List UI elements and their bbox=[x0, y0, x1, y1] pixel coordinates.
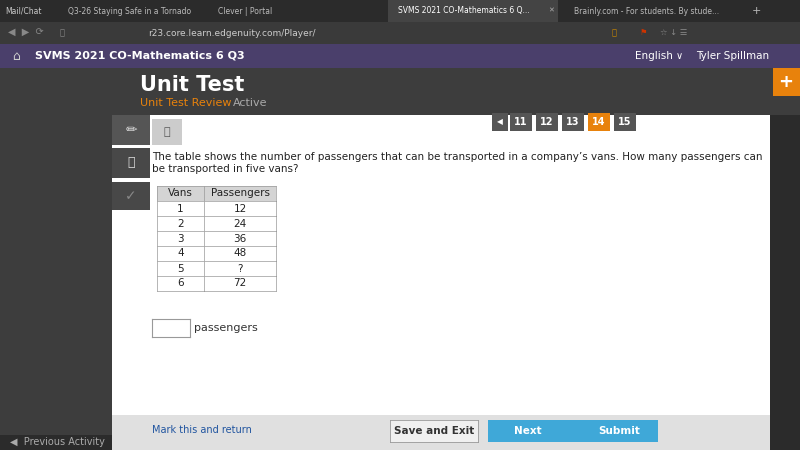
Text: 5: 5 bbox=[177, 264, 184, 274]
Text: 1: 1 bbox=[177, 203, 184, 213]
Text: Mark this and return: Mark this and return bbox=[152, 425, 252, 435]
Text: ✕: ✕ bbox=[548, 8, 554, 14]
Text: 48: 48 bbox=[234, 248, 246, 258]
Text: passengers: passengers bbox=[194, 323, 258, 333]
Text: 24: 24 bbox=[234, 219, 246, 229]
Text: ⌂: ⌂ bbox=[12, 50, 20, 63]
Text: 15: 15 bbox=[618, 117, 632, 127]
Text: Unit Test Review: Unit Test Review bbox=[140, 98, 231, 108]
Text: 36: 36 bbox=[234, 234, 246, 243]
Text: 12: 12 bbox=[234, 203, 246, 213]
Text: +: + bbox=[752, 6, 762, 16]
Text: ?: ? bbox=[238, 264, 242, 274]
Text: The table shows the number of passengers that can be transported in a company’s : The table shows the number of passengers… bbox=[152, 152, 762, 162]
Text: Tyler Spillman: Tyler Spillman bbox=[696, 51, 769, 61]
Text: ⚑: ⚑ bbox=[640, 28, 647, 37]
Text: Save and Exit: Save and Exit bbox=[394, 426, 474, 436]
Text: ◀: ◀ bbox=[497, 117, 503, 126]
Text: Mail/Chat: Mail/Chat bbox=[5, 6, 42, 15]
Text: +: + bbox=[778, 73, 794, 91]
Text: Clever | Portal: Clever | Portal bbox=[218, 6, 272, 15]
Text: 🎧: 🎧 bbox=[127, 157, 134, 170]
Text: 🔒: 🔒 bbox=[60, 28, 65, 37]
Text: 72: 72 bbox=[234, 279, 246, 288]
Text: ☆ ↓ ☰: ☆ ↓ ☰ bbox=[660, 28, 687, 37]
Text: Passengers: Passengers bbox=[210, 189, 270, 198]
Text: ✏: ✏ bbox=[125, 123, 137, 137]
Text: 4: 4 bbox=[177, 248, 184, 258]
Text: Q3-26 Staying Safe in a Tornado: Q3-26 Staying Safe in a Tornado bbox=[68, 6, 191, 15]
Text: r23.core.learn.edgenuity.com/Player/: r23.core.learn.edgenuity.com/Player/ bbox=[148, 28, 315, 37]
Text: ◀  Previous Activity: ◀ Previous Activity bbox=[10, 437, 105, 447]
Text: 13: 13 bbox=[566, 117, 580, 127]
Text: 14: 14 bbox=[592, 117, 606, 127]
Text: Next: Next bbox=[514, 426, 542, 436]
Text: 12: 12 bbox=[540, 117, 554, 127]
Text: English: English bbox=[635, 51, 673, 61]
Text: be transported in five vans?: be transported in five vans? bbox=[152, 164, 298, 174]
Text: 6: 6 bbox=[177, 279, 184, 288]
Text: ◀  ▶  ⟳: ◀ ▶ ⟳ bbox=[8, 28, 44, 38]
Text: Brainly.com - For students. By stude...: Brainly.com - For students. By stude... bbox=[574, 6, 719, 15]
Text: 11: 11 bbox=[514, 117, 528, 127]
Text: Active: Active bbox=[233, 98, 267, 108]
Text: Unit Test: Unit Test bbox=[140, 75, 244, 95]
Text: ∨: ∨ bbox=[676, 51, 683, 61]
Text: 3: 3 bbox=[177, 234, 184, 243]
Text: 🖨: 🖨 bbox=[164, 127, 170, 137]
Text: Vans: Vans bbox=[168, 189, 193, 198]
Text: SVMS 2021 CO-Mathematics 6 Q3: SVMS 2021 CO-Mathematics 6 Q3 bbox=[35, 51, 245, 61]
Text: 🛡: 🛡 bbox=[612, 28, 617, 37]
Text: Submit: Submit bbox=[598, 426, 640, 436]
Text: SVMS 2021 CO-Mathematics 6 Q...: SVMS 2021 CO-Mathematics 6 Q... bbox=[398, 6, 530, 15]
Text: ✓: ✓ bbox=[125, 189, 137, 203]
Text: 2: 2 bbox=[177, 219, 184, 229]
